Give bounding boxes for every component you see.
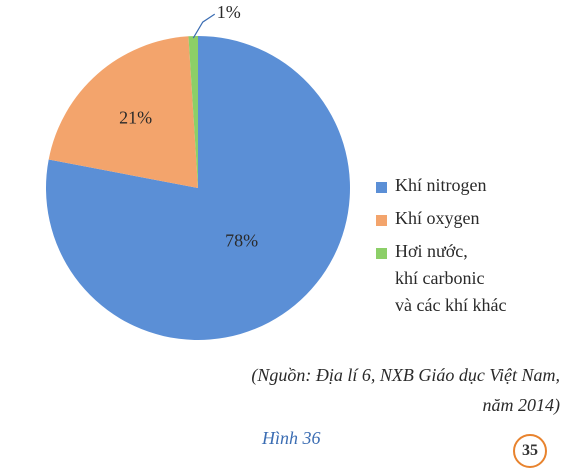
- figure-caption: Hình 36: [262, 428, 321, 448]
- legend: Khí nitrogen Khí oxygen Hơi nước, khí carb…: [376, 175, 576, 329]
- pie-slice: [48, 36, 198, 188]
- slice-label: 1%: [217, 2, 241, 22]
- slice-label: 21%: [119, 107, 152, 127]
- legend-swatch: [376, 182, 387, 193]
- legend-swatch: [376, 215, 387, 226]
- leader-line: [192, 13, 216, 39]
- legend-swatch: [376, 248, 387, 259]
- slice-label: 78%: [225, 231, 258, 251]
- legend-item: Khí oxygen: [376, 208, 576, 232]
- pie-slice: [46, 36, 350, 340]
- legend-label: Hơi nước, khí carbonic và các khí khác: [395, 241, 507, 315]
- legend-label: Khí nitrogen: [395, 175, 487, 195]
- page-number: 35: [513, 434, 547, 468]
- legend-item: Khí nitrogen: [376, 175, 576, 199]
- source-note: (Nguồn: Địa lí 6, NXB Giáo dục Việt Nam,…: [251, 365, 560, 415]
- legend-item: Hơi nước, khí carbonic và các khí khác: [376, 241, 576, 319]
- legend-label: Khí oxygen: [395, 208, 480, 228]
- pie-slice: [188, 36, 198, 188]
